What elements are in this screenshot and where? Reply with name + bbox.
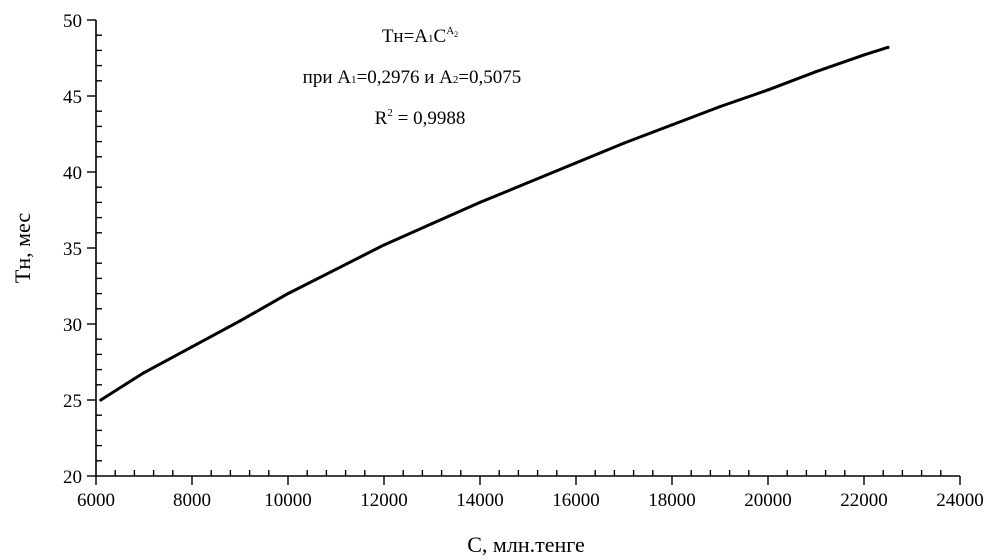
x-tick-label: 10000 [264,490,312,511]
x-tick-label: 12000 [360,490,408,511]
y-tick-label: 20 [63,467,82,488]
formula-text: Тн=А1СА2 [382,25,458,47]
data-point [142,371,146,375]
params-text: при А1=0,2976 и А2=0,5075 [303,67,522,88]
y-tick-label: 45 [63,87,82,108]
data-point [718,105,722,109]
y-axis-title: Тн, мес [10,213,35,283]
data-point [622,141,626,145]
axes [95,20,960,477]
r-squared-text: R2 = 0,9988 [375,107,466,129]
series-line [99,45,890,402]
data-point [238,319,242,323]
data-point [814,70,818,74]
data-point [862,53,866,57]
data-point [286,292,290,296]
data-point [99,398,103,402]
series-layer [99,45,890,402]
data-point [430,222,434,226]
data-point [334,267,338,271]
data-point [766,88,770,92]
data-point [886,45,890,49]
x-tick-label: 8000 [173,490,211,511]
x-tick-label: 24000 [936,490,984,511]
x-tick-label: 6000 [77,490,115,511]
data-point [574,161,578,165]
x-ticks: 6000 8000 10000 12000 14000 16000 18000 20000 22… [77,470,984,511]
data-point [478,200,482,204]
y-ticks: 20 25 30 35 40 45 50 [63,11,102,488]
data-point [382,243,386,247]
data-point [670,123,674,127]
y-tick-label: 50 [63,11,82,32]
data-point [190,345,194,349]
y-tick-label: 35 [63,239,82,260]
formula-annotation: Тн=А1СА2 при А1=0,2976 и А2=0,5075 R2 = … [303,25,522,129]
y-tick-label: 30 [63,315,82,336]
y-tick-label: 25 [63,391,82,412]
x-tick-label: 22000 [840,490,888,511]
x-tick-label: 14000 [456,490,504,511]
y-tick-label: 40 [63,163,82,184]
x-tick-label: 16000 [552,490,600,511]
x-tick-label: 20000 [744,490,792,511]
x-tick-label: 18000 [648,490,696,511]
data-point [526,181,530,185]
x-axis-title: С, млн.тенге [467,532,585,557]
